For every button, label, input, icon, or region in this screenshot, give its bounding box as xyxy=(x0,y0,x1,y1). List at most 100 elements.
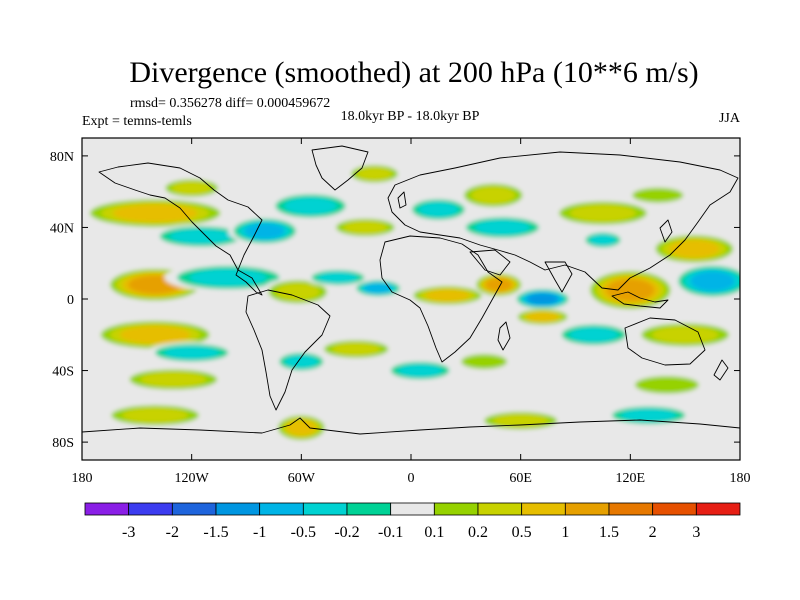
divergence-contour-region xyxy=(140,371,207,388)
experiment-label: Expt = temns-temls xyxy=(82,114,192,129)
divergence-contour-region xyxy=(425,289,470,302)
australia-coastline xyxy=(624,317,706,366)
colorbar-label: 3 xyxy=(692,524,700,541)
divergence-contour-region xyxy=(652,326,719,344)
colorbar-swatch xyxy=(433,502,479,516)
colorbar-label: 0.1 xyxy=(424,524,444,541)
colorbar-label: -0.1 xyxy=(378,524,403,541)
colorbar-label: 0.5 xyxy=(512,524,532,541)
divergence-contour-region xyxy=(364,283,393,294)
colorbar-label: -0.2 xyxy=(334,524,359,541)
colorbar-swatch xyxy=(521,502,566,516)
colorbar-label: -1.5 xyxy=(203,524,228,541)
divergence-contour-region xyxy=(119,325,191,344)
divergence-contour-region xyxy=(284,197,337,215)
divergence-contour-region xyxy=(343,221,388,234)
divergence-contour-region xyxy=(122,407,189,423)
africa-coastline xyxy=(379,235,503,363)
divergence-contour-region xyxy=(669,240,720,258)
chart-title: Divergence (smoothed) at 200 hPa (10**6 … xyxy=(129,56,698,89)
latitude-tick-label: 40S xyxy=(52,365,74,380)
colorbar-swatch xyxy=(564,502,610,516)
longitude-tick-label: 120E xyxy=(616,471,646,486)
divergence-contour-region xyxy=(164,346,220,360)
divergence-contour-region xyxy=(418,202,459,218)
maritime-islands-coastline xyxy=(611,291,669,309)
period-label: 18.0kyr BP - 18.0kyr BP xyxy=(341,109,480,124)
colorbar-label: 0.2 xyxy=(468,524,488,541)
japan-coastline xyxy=(659,219,673,243)
colorbar-swatch xyxy=(477,502,523,516)
north-america-coastline xyxy=(98,162,263,296)
latitude-tick-label: 40N xyxy=(50,221,74,236)
divergence-field xyxy=(82,163,740,443)
map-plot-area xyxy=(82,138,740,460)
arabia-coastline xyxy=(469,249,511,276)
divergence-contour-region xyxy=(275,283,320,301)
antarctica-coastline xyxy=(82,417,740,435)
colorbar-swatch xyxy=(84,502,130,516)
colorbar-label: 1.5 xyxy=(599,524,619,541)
divergence-contour-region xyxy=(527,293,558,305)
divergence-contour-region xyxy=(112,204,198,222)
latitude-tick-label: 80S xyxy=(52,436,74,451)
new-zealand-coastline xyxy=(713,359,729,381)
colorbar-swatch xyxy=(390,502,435,516)
latitude-axis: 80N 40N 0 40S 80S xyxy=(50,150,740,451)
divergence-contour-region xyxy=(474,219,530,235)
divergence-contour-region xyxy=(398,364,443,377)
divergence-contour-region xyxy=(284,355,318,369)
longitude-tick-label: 180 xyxy=(72,471,93,486)
colorbar-swatch xyxy=(695,502,741,516)
divergence-contour-region xyxy=(244,223,285,239)
divergence-contour-region xyxy=(332,342,381,356)
colorbar-label: -2 xyxy=(166,524,179,541)
colorbar-swatch xyxy=(302,502,348,516)
eurasia-coastline xyxy=(387,151,739,291)
divergence-contour-region xyxy=(589,234,617,246)
coastlines xyxy=(82,145,740,435)
stats-label: rmsd= 0.356278 diff= 0.000459672 xyxy=(130,96,330,111)
divergence-contour-region xyxy=(170,228,232,244)
latitude-tick-label: 0 xyxy=(67,293,74,308)
colorbar-swatch xyxy=(128,502,173,516)
colorbar-swatch xyxy=(346,502,392,516)
divergence-contour-region xyxy=(461,354,508,370)
divergence-contour-region xyxy=(526,311,559,322)
divergence-contour-region xyxy=(621,408,677,422)
divergence-contour-region xyxy=(286,419,317,436)
divergence-contour-region xyxy=(485,278,513,292)
colorbar-label: 1 xyxy=(561,524,569,541)
colorbar-swatch xyxy=(652,502,697,516)
longitude-tick-label: 120W xyxy=(175,471,210,486)
divergence-contour-region xyxy=(634,376,699,394)
divergence-contour-region xyxy=(356,167,392,181)
south-america-coastline xyxy=(245,289,331,411)
britain-coastline xyxy=(397,191,407,209)
colorbar-label: -3 xyxy=(122,524,135,541)
madagascar-coastline xyxy=(497,321,511,351)
colorbar-swatch xyxy=(608,502,654,516)
divergence-contour-region xyxy=(171,181,212,195)
divergence-contour-region xyxy=(570,204,636,222)
colorbar-label: -1 xyxy=(253,524,266,541)
colorbar-label: 2 xyxy=(649,524,657,541)
longitude-tick-label: 60W xyxy=(288,471,316,486)
latitude-tick-label: 80N xyxy=(50,150,74,165)
longitude-tick-label: 60E xyxy=(509,471,532,486)
season-label: JJA xyxy=(719,111,741,126)
longitude-tick-label: 180 xyxy=(730,471,751,486)
divergence-contour-region xyxy=(471,186,516,204)
divergence-contour-region xyxy=(189,268,267,287)
colorbar-swatch xyxy=(171,502,217,516)
divergence-contour-region xyxy=(632,187,684,203)
divergence-contour-region xyxy=(318,272,358,283)
divergence-contour-region xyxy=(569,327,618,343)
india-coastline xyxy=(544,261,573,293)
colorbar: -3 -2 -1.5 -1 -0.5 -0.2 -0.1 0.1 0.2 0.5 1 1.5 2 3 xyxy=(84,502,741,541)
colorbar-swatch xyxy=(259,502,304,516)
longitude-tick-label: 0 xyxy=(408,471,415,486)
longitude-axis: 180 120W 60W 0 60E 120E 180 xyxy=(72,138,751,486)
colorbar-label: -0.5 xyxy=(291,524,316,541)
colorbar-swatch xyxy=(215,502,261,516)
